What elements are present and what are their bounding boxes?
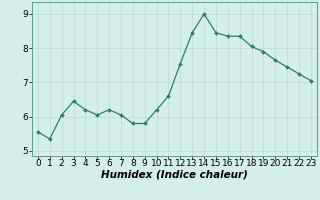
X-axis label: Humidex (Indice chaleur): Humidex (Indice chaleur) <box>101 169 248 179</box>
